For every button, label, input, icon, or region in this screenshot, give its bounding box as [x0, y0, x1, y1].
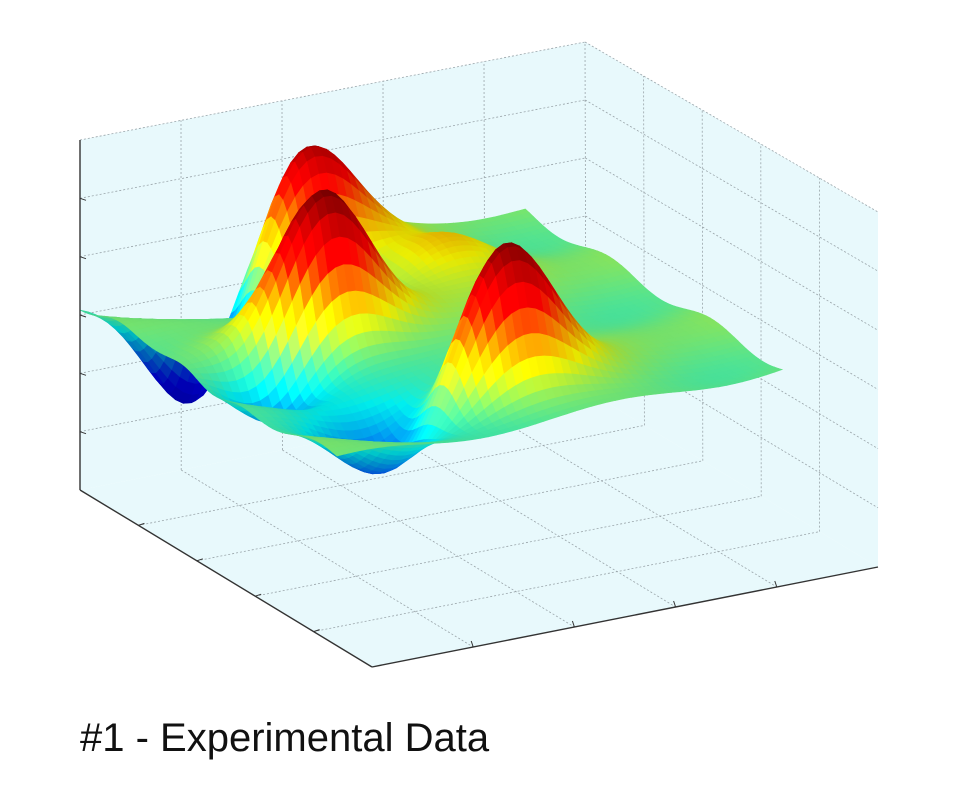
y-tick: [774, 580, 778, 588]
floor-grid-line: [138, 425, 645, 526]
surface-mesh: [79, 145, 784, 475]
floor-grid-line: [255, 495, 762, 597]
floor-grid-line: [383, 429, 676, 608]
z-tick: [79, 372, 87, 376]
y-tick: [673, 600, 677, 608]
side-wall-edge: [584, 41, 879, 213]
side-grid-line: [701, 109, 704, 461]
side-grid-line: [585, 157, 879, 331]
y-axis-line: [371, 566, 879, 668]
z-tick: [79, 256, 87, 260]
floor-grid-line: [180, 469, 474, 648]
floor-grid-line: [196, 460, 703, 562]
x-axis-line: [79, 489, 373, 668]
x-tick: [196, 558, 203, 562]
side-grid-line: [585, 215, 879, 390]
floor-grid-line: [282, 449, 575, 628]
back-wall-edge: [79, 41, 586, 141]
surface-plot: [79, 41, 879, 668]
axes-lines: [79, 140, 879, 668]
floor-grid-line: [484, 409, 778, 588]
figure-caption: #1 - Experimental Data: [80, 716, 490, 760]
x-tick: [313, 629, 320, 633]
side-grid-line: [584, 99, 879, 272]
z-tick: [79, 314, 87, 318]
floor-grid-line: [313, 531, 820, 632]
side-pane: [585, 42, 878, 567]
y-tick: [470, 640, 474, 648]
floor-pane: [80, 390, 878, 667]
z-tick: [79, 197, 87, 201]
back-grid-line: [79, 99, 586, 199]
x-tick: [138, 522, 145, 526]
y-tick: [571, 620, 575, 628]
surface-patch: [332, 450, 346, 457]
z-tick: [79, 431, 87, 435]
x-tick: [255, 593, 262, 597]
